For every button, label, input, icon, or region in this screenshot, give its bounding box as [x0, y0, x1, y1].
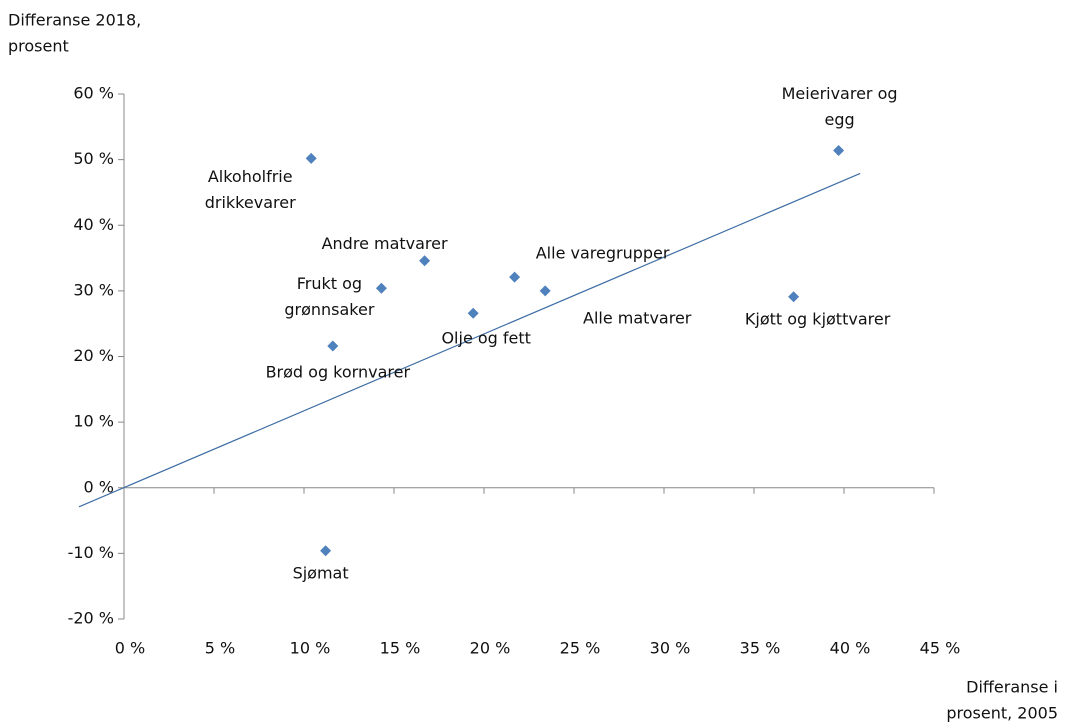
x-tick-label: 20 % — [470, 639, 511, 658]
point — [375, 282, 387, 294]
point-label: Olje og fett — [441, 329, 530, 348]
point-label: Kjøtt og kjøttvarer — [745, 309, 891, 328]
point-label: Alkoholfrie — [208, 167, 293, 186]
y-tick-label: -20 % — [68, 609, 114, 628]
point-label: drikkevarer — [205, 193, 296, 212]
x-axis-title: Differanse i — [966, 678, 1058, 697]
point — [509, 271, 521, 283]
point — [320, 545, 332, 557]
point-label: egg — [825, 110, 855, 129]
point — [833, 144, 845, 156]
x-tick-label: 35 % — [740, 639, 781, 658]
y-tick-label: 40 % — [73, 215, 114, 234]
x-tick-label: 15 % — [380, 639, 421, 658]
x-axis-title: prosent, 2005 — [946, 704, 1058, 723]
x-tick-label: 45 % — [920, 639, 961, 658]
y-tick-label: 20 % — [73, 346, 114, 365]
point-label: Andre matvarer — [322, 234, 448, 253]
point — [419, 255, 431, 267]
y-tick-label: 10 % — [73, 412, 114, 431]
point-label: Alle matvarer — [583, 308, 692, 327]
point-label: Frukt og — [297, 274, 362, 293]
y-tick-label: -10 % — [68, 543, 114, 562]
x-tick-label: 40 % — [830, 639, 871, 658]
point — [788, 291, 800, 303]
point-label: Meierivarer og — [782, 84, 898, 103]
point-label: Brød og kornvarer — [266, 363, 411, 382]
trendline — [78, 172, 861, 508]
y-tick-label: 0 % — [84, 477, 114, 496]
y-tick-label: 50 % — [73, 149, 114, 168]
point — [539, 285, 551, 297]
y-axis-title: prosent — [8, 37, 69, 56]
y-tick-label: 30 % — [73, 280, 114, 299]
point-label: Sjømat — [293, 563, 349, 582]
x-tick-label: 25 % — [560, 639, 601, 658]
x-tick-label: 5 % — [205, 639, 235, 658]
point — [327, 340, 339, 352]
point — [467, 307, 479, 319]
point — [305, 152, 317, 164]
x-tick-label: 0 % — [115, 639, 145, 658]
point-label: grønnsaker — [284, 300, 374, 319]
x-tick-label: 30 % — [650, 639, 691, 658]
y-axis-title: Differanse 2018, — [8, 11, 141, 30]
point-label: Alle varegrupper — [536, 244, 670, 263]
y-tick-label: 60 % — [73, 84, 114, 103]
x-tick-label: 10 % — [290, 639, 331, 658]
